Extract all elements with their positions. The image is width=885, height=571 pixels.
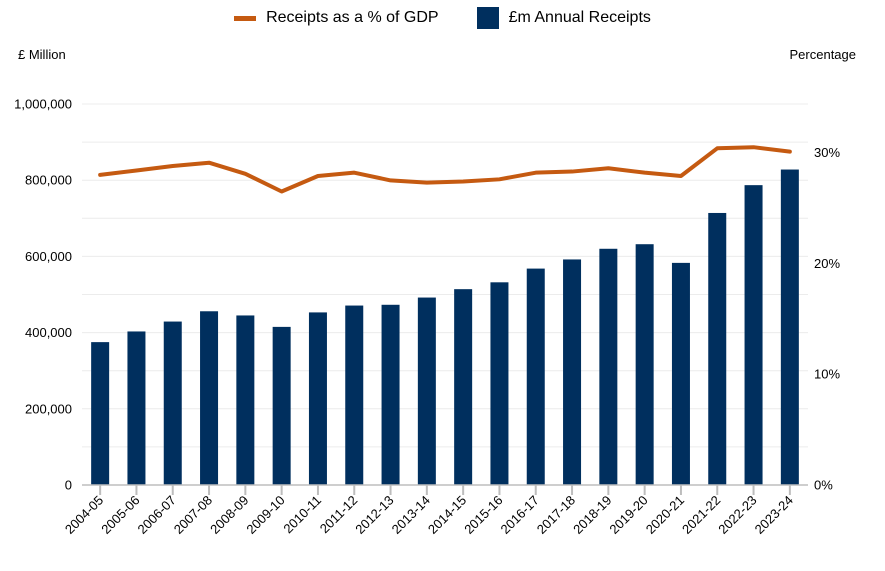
line-series <box>98 145 792 194</box>
line-point-2009-10 <box>281 190 283 192</box>
bar-2014-15 <box>454 289 473 485</box>
line-point-2023-24 <box>789 151 791 153</box>
gridlines <box>82 103 808 448</box>
bar-2015-16 <box>490 282 509 485</box>
x-tick-label: 2007-08 <box>171 493 215 537</box>
right-tick-label: 10% <box>814 367 840 382</box>
bar-2022-23 <box>744 185 763 485</box>
line-point-2016-17 <box>535 172 537 174</box>
line-point-2014-15 <box>462 181 464 183</box>
right-tick-label: 30% <box>814 145 840 160</box>
line-point-2018-19 <box>607 167 609 169</box>
x-axis-ticks: 2004-052005-062006-072007-082008-092009-… <box>62 485 796 537</box>
left-tick-label: 800,000 <box>25 173 72 188</box>
legend-label-gdp-percent: Receipts as a % of GDP <box>266 9 439 26</box>
line-point-2019-20 <box>644 172 646 174</box>
line-point-2013-14 <box>426 182 428 184</box>
x-tick-label: 2013-14 <box>389 493 433 537</box>
x-tick-label: 2011-12 <box>317 493 361 537</box>
x-tick-label: 2005-06 <box>98 493 142 537</box>
line-point-2005-06 <box>135 169 137 171</box>
bar-2020-21 <box>671 262 690 485</box>
right-axis-unit-label: Percentage <box>789 47 857 62</box>
line-point-2021-22 <box>716 147 718 149</box>
legend-item-annual-receipts[interactable]: £m Annual Receipts <box>476 7 651 29</box>
line-point-2011-12 <box>353 172 355 174</box>
x-tick-label: 2016-17 <box>498 493 542 537</box>
bar-2006-07 <box>163 321 182 485</box>
x-tick-label: 2009-10 <box>243 493 287 537</box>
right-tick-label: 20% <box>814 256 840 271</box>
line-point-2012-13 <box>390 179 392 181</box>
left-tick-label: 200,000 <box>25 401 72 416</box>
x-tick-label: 2022-23 <box>715 493 759 537</box>
x-tick-label: 2012-13 <box>352 493 396 537</box>
bar-2005-06 <box>127 331 146 485</box>
x-tick-label: 2008-09 <box>207 493 251 537</box>
left-axis-ticks: 0 200,000 400,000 600,000 800,000 1,000,000 <box>14 97 72 493</box>
line-point-2020-21 <box>680 175 682 177</box>
line-point-2015-16 <box>498 178 500 180</box>
left-tick-label: 600,000 <box>25 249 72 264</box>
line-point-2007-08 <box>208 162 210 164</box>
legend-label-annual-receipts: £m Annual Receipts <box>508 9 651 26</box>
line-point-2006-07 <box>172 165 174 167</box>
left-tick-label: 400,000 <box>25 325 72 340</box>
bar-2017-18 <box>563 259 582 485</box>
right-axis-ticks: 0% 10% 20% 30% <box>814 145 840 492</box>
bar-series <box>91 169 799 486</box>
line-point-2010-11 <box>317 175 319 177</box>
line-point-2017-18 <box>571 171 573 173</box>
bar-2011-12 <box>345 305 364 485</box>
x-tick-label: 2015-16 <box>461 493 505 537</box>
bar-2010-11 <box>308 312 327 485</box>
x-tick-label: 2020-21 <box>643 493 687 537</box>
bar-2008-09 <box>236 315 255 485</box>
bar-2009-10 <box>272 326 291 485</box>
x-tick-label: 2014-15 <box>425 493 469 537</box>
x-tick-label: 2018-19 <box>570 493 614 537</box>
right-tick-label: 0% <box>814 478 833 493</box>
x-tick-label: 2017-18 <box>534 493 578 537</box>
legend-line-swatch <box>234 15 257 21</box>
bar-2018-19 <box>599 248 618 485</box>
bar-2007-08 <box>200 311 219 485</box>
legend-item-gdp-percent[interactable]: Receipts as a % of GDP <box>234 9 439 27</box>
x-tick-label: 2023-24 <box>752 493 796 537</box>
bar-2023-24 <box>780 169 799 486</box>
bar-2012-13 <box>381 304 400 485</box>
x-tick-label: 2004-05 <box>62 493 106 537</box>
line-point-2008-09 <box>244 173 246 175</box>
line-point-2022-23 <box>753 146 755 148</box>
left-tick-label: 1,000,000 <box>14 97 72 112</box>
legend: Receipts as a % of GDP £m Annual Receipt… <box>0 4 885 32</box>
x-tick-label: 2006-07 <box>135 493 179 537</box>
bar-2016-17 <box>526 268 545 485</box>
legend-bar-swatch <box>476 7 499 29</box>
x-tick-label: 2021-22 <box>679 493 723 537</box>
x-tick-label: 2010-11 <box>280 493 324 537</box>
bar-2019-20 <box>635 244 654 485</box>
bar-2013-14 <box>417 297 436 485</box>
bar-2021-22 <box>708 212 727 485</box>
line-point-2004-05 <box>99 174 101 176</box>
bar-2004-05 <box>91 342 110 485</box>
left-axis-unit-label: £ Million <box>18 47 66 62</box>
left-tick-label: 0 <box>65 478 72 493</box>
x-tick-label: 2019-20 <box>606 493 650 537</box>
gdp-percent-line <box>98 145 792 194</box>
